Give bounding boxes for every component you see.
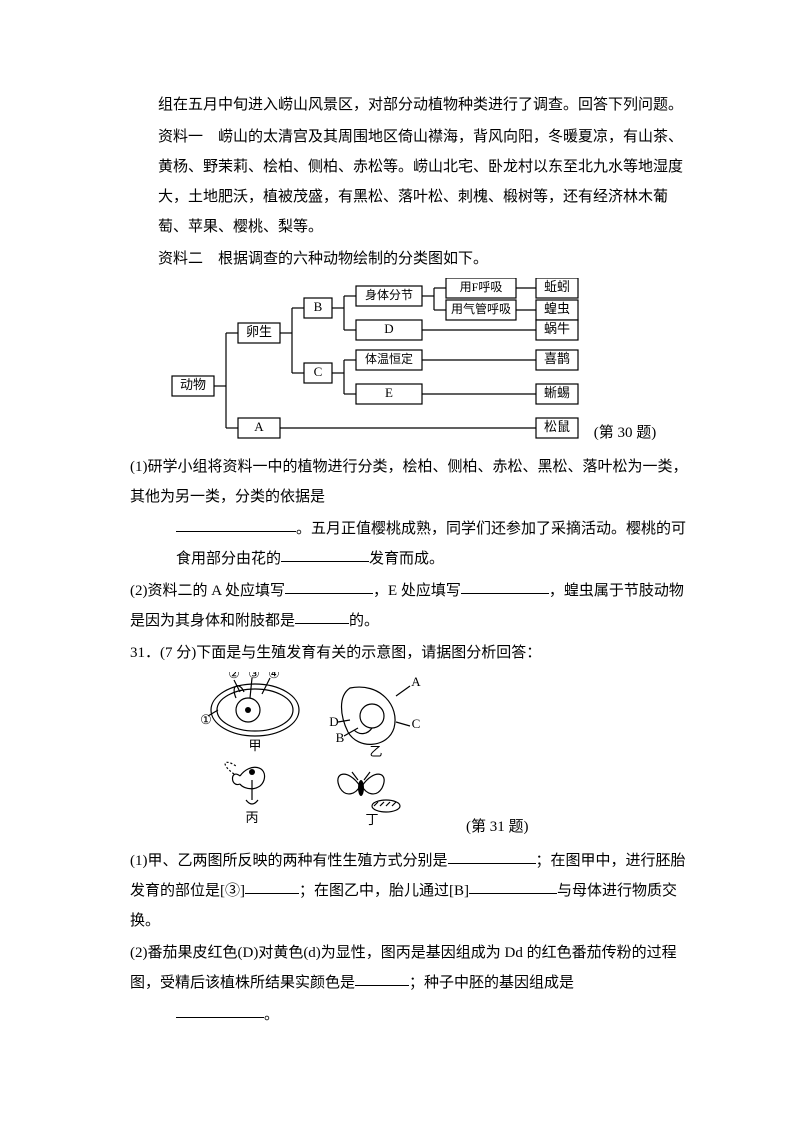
q31-s1a: (1)甲、乙两图所反映的两种有性生殖方式分别是 (130, 853, 448, 869)
intro-line3: 资料二 根据调查的六种动物绘制的分类图如下。 (158, 244, 694, 274)
q30-s2b: ，E 处应填写 (373, 583, 461, 599)
tree-root: 动物 (180, 377, 206, 392)
svg-text:③: ③ (248, 672, 260, 681)
tree-breathf: 用F呼吸 (459, 280, 502, 294)
svg-text:④: ④ (268, 672, 280, 681)
panel-ding: 丁 (365, 812, 378, 827)
intro-line1: 组在五月中旬进入崂山风景区，对部分动植物种类进行了调查。回答下列问题。 (158, 90, 694, 120)
tree-diagram-wrap: 动物 卵生 A B C 身体分节 D 体温恒定 (130, 278, 694, 448)
tree-B: B (313, 299, 322, 314)
leaf-2: 蝗虫 (544, 301, 570, 316)
blank-E-fill (461, 576, 549, 594)
panel-A: A (411, 674, 421, 689)
blank-fruit-color (355, 968, 409, 986)
blank-flower-part (281, 544, 369, 562)
q30-sub1: (1)研学小组将资料一中的植物进行分类，桧柏、侧柏、赤松、黑松、落叶松为一类，其… (130, 452, 694, 512)
blank-reproduction-types (448, 846, 536, 864)
blank-arthropod (295, 606, 349, 624)
panel-yi: 乙 (369, 744, 382, 759)
q31-caption: (第 31 题) (466, 812, 529, 842)
reproduction-diagram: ① ② ③ ④ 甲 A B C D 乙 丙 丁 (200, 672, 694, 842)
panel-jia: 甲 (248, 738, 261, 753)
blank-genotype (176, 1000, 264, 1018)
intro-line2: 资料一 崂山的太清宫及其周围地区倚山襟海，背风向阳，冬暖夏凉，有山茶、黄杨、野茉… (158, 122, 694, 242)
blank-classification-basis (176, 514, 296, 532)
tree-bodyseg: 身体分节 (365, 287, 413, 302)
q31-head: 31．(7 分)下面是与生殖发育有关的示意图，请据图分析回答： (130, 638, 694, 668)
leaf-4: 喜鹊 (544, 351, 570, 366)
tree-A: A (254, 419, 264, 434)
panel-C: C (412, 716, 421, 731)
blank-A-fill (285, 576, 373, 594)
q30-s1a: (1)研学小组将资料一中的植物进行分类，桧柏、侧柏、赤松、黑松、落叶松为一类，其… (130, 459, 688, 505)
leaf-5: 蜥蜴 (544, 385, 570, 400)
svg-text:B: B (336, 730, 345, 745)
svg-text:①: ① (200, 712, 212, 727)
tree-C: C (313, 364, 322, 379)
blank-embryo-part (245, 876, 299, 894)
tree-tempconst: 体温恒定 (365, 351, 413, 366)
panel-bing: 丙 (245, 810, 258, 825)
q31-s1c: ；在图乙中，胎儿通过[B] (299, 883, 469, 899)
q31-sub2-cont: 。 (176, 1000, 694, 1030)
leaf-1: 蚯蚓 (544, 279, 570, 294)
q31-s2b: ；种子中胚的基因组成是 (409, 975, 574, 991)
tree-D: D (384, 321, 393, 336)
q31-sub2: (2)番茄果皮红色(D)对黄色(d)为显性，图丙是基因组成为 Dd 的红色番茄传… (130, 938, 694, 998)
tree-caption: (第 30 题) (594, 418, 657, 448)
q30-s2d: 的。 (349, 613, 379, 629)
q30-s2a: (2)资料二的 A 处应填写 (130, 583, 285, 599)
svg-text:②: ② (228, 672, 240, 681)
blank-placenta (469, 876, 557, 894)
q31-sub1: (1)甲、乙两图所反映的两种有性生殖方式分别是；在图甲中，进行胚胎发育的部位是[… (130, 846, 694, 936)
panel-D: D (329, 714, 338, 729)
q30-sub1-cont: 。五月正值樱桃成熟，同学们还参加了采摘活动。樱桃的可食用部分由花的发育而成。 (176, 514, 694, 574)
tree-ovip: 卵生 (246, 324, 272, 339)
tree-breathtube: 用气管呼吸 (451, 301, 511, 316)
q31-s2c: 。 (264, 1007, 279, 1023)
leaf-6: 松鼠 (544, 419, 570, 434)
q30-sub2: (2)资料二的 A 处应填写，E 处应填写，蝗虫属于节肢动物是因为其身体和附肢都… (130, 576, 694, 636)
four-panel-svg: ① ② ③ ④ 甲 A B C D 乙 丙 丁 (200, 672, 460, 842)
tree-E: E (385, 385, 393, 400)
q30-s1c: 发育而成。 (369, 551, 444, 567)
classification-tree: 动物 卵生 A B C 身体分节 D 体温恒定 (168, 278, 588, 448)
leaf-3: 蜗牛 (544, 321, 570, 336)
